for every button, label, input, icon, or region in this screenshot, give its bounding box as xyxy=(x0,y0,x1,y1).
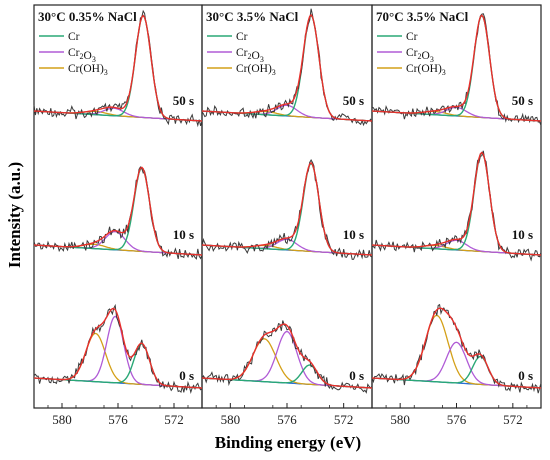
panel-2-2-time-label: 0 s xyxy=(518,368,533,383)
panel-0-2-cr2o3-line xyxy=(33,315,203,389)
column-title-1: 30°C 3.5% NaCl xyxy=(206,9,299,24)
legend-entry-2: Cr(OH)3 xyxy=(236,63,276,77)
plot-labels: 580 576 572 580 576 572 580 576 572 30°C 0.35% Na… xyxy=(38,9,533,427)
column-title-0: 30°C 0.35% NaCl xyxy=(38,9,137,24)
panel-2-0-experimental-line xyxy=(371,13,542,126)
x-tick-label: 580 xyxy=(390,412,410,427)
x-tick-label: 580 xyxy=(221,412,241,427)
panel-1-1-time-label: 10 s xyxy=(343,227,364,242)
panel-1-2-time-label: 0 s xyxy=(349,368,364,383)
legend-entry-0: Cr xyxy=(406,31,418,43)
y-axis-label: Intensity (a.u.) xyxy=(5,162,24,268)
legend-entry-0: Cr xyxy=(236,31,248,43)
x-tick-label: 572 xyxy=(164,412,184,427)
panel-0-1-time-label: 10 s xyxy=(173,227,194,242)
panel-0-1-fit-envelope-line xyxy=(33,166,203,256)
panel-1-2-fit-envelope-line xyxy=(201,323,373,389)
panel-2-2-fit-envelope-line xyxy=(371,307,542,389)
column-frame-1 xyxy=(201,4,373,409)
x-tick-label: 572 xyxy=(503,412,523,427)
panel-0-2-fit-envelope-line xyxy=(33,307,203,389)
panel-2-1-time-label: 10 s xyxy=(512,227,533,242)
panel-0-0-time-label: 50 s xyxy=(173,93,194,108)
panel-2-0-fit-envelope-line xyxy=(371,14,542,122)
column-frame-0 xyxy=(33,4,203,409)
panel-2-2-cr2o3-line xyxy=(371,341,542,389)
x-tick-label: 580 xyxy=(52,412,72,427)
legend-entry-1: Cr2O3 xyxy=(406,47,434,64)
panel-1-2-croh3-line xyxy=(201,338,373,389)
x-tick-label: 576 xyxy=(108,412,128,427)
column-frame-2 xyxy=(371,4,542,409)
legend-entry-1: Cr2O3 xyxy=(68,47,96,64)
panel-1-1-fit-envelope-line xyxy=(201,161,373,256)
panel-2-2-cr-line xyxy=(371,355,542,389)
legend-entry-0: Cr xyxy=(68,31,80,43)
panel-2-1-fit-envelope-line xyxy=(371,151,542,256)
panel-0-2-experimental-line xyxy=(33,303,203,395)
panel-0-2-time-label: 0 s xyxy=(179,368,194,383)
x-tick-label: 576 xyxy=(447,412,467,427)
panel-0-0-experimental-line xyxy=(33,9,203,128)
panel-2-0-time-label: 50 s xyxy=(512,93,533,108)
panel-1-0-time-label: 50 s xyxy=(343,93,364,108)
panel-1-0-fit-envelope-line xyxy=(201,13,373,122)
panel-2-1-experimental-line xyxy=(371,150,542,262)
plot-curves xyxy=(33,8,542,395)
legend-entry-1: Cr2O3 xyxy=(236,47,264,64)
panel-0-1-experimental-line xyxy=(33,166,203,260)
column-title-2: 70°C 3.5% NaCl xyxy=(376,9,469,24)
x-tick-label: 572 xyxy=(334,412,354,427)
panel-0-0-fit-envelope-line xyxy=(33,14,203,122)
legend-entry-2: Cr(OH)3 xyxy=(68,63,108,77)
legend-entry-2: Cr(OH)3 xyxy=(406,63,446,77)
x-tick-label: 576 xyxy=(277,412,297,427)
x-axis-label: Binding energy (eV) xyxy=(215,433,361,452)
plot-frames xyxy=(33,4,542,409)
panel-1-1-experimental-line xyxy=(201,158,373,260)
